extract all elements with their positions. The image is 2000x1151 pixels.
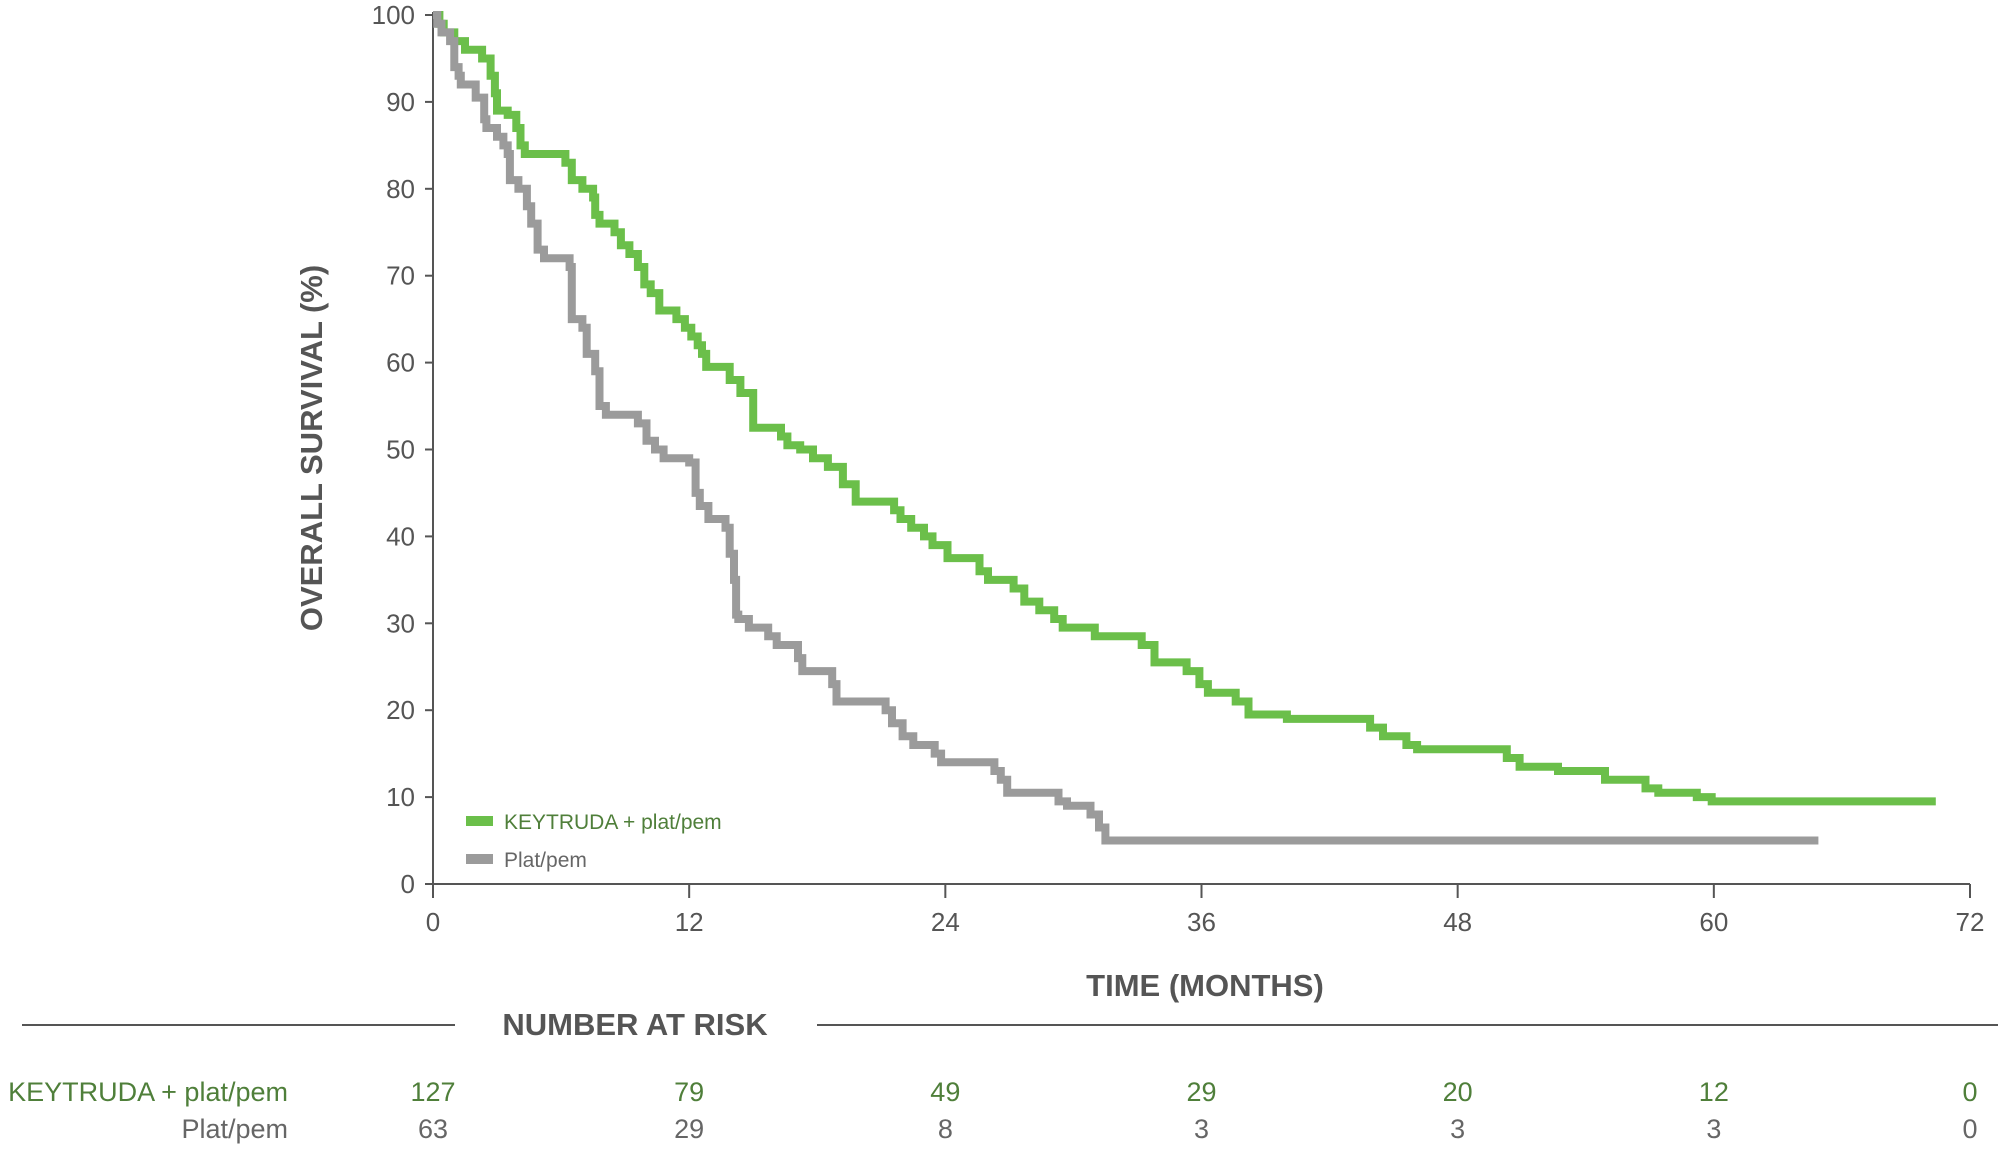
survival-curve-platpem <box>433 11 1819 845</box>
y-tick-label: 10 <box>386 782 415 812</box>
y-axis-title: OVERALL SURVIVAL (%) <box>294 265 329 631</box>
x-tick-label: 36 <box>1187 907 1216 937</box>
risk-value: 0 <box>1962 1114 1977 1144</box>
number-at-risk-section: NUMBER AT RISK KEYTRUDA + plat/pem 127 79 4… <box>8 1007 1998 1144</box>
x-tick-label: 60 <box>1699 907 1728 937</box>
risk-row-label: KEYTRUDA + plat/pem <box>8 1077 288 1107</box>
x-tick-label: 48 <box>1443 907 1472 937</box>
y-tick-label: 60 <box>386 348 415 378</box>
risk-row-label: Plat/pem <box>181 1114 288 1144</box>
legend-swatch <box>466 816 493 826</box>
legend-label: Plat/pem <box>504 849 587 872</box>
y-tick-label: 30 <box>386 608 415 638</box>
legend-swatch <box>466 854 493 864</box>
x-tick-label: 24 <box>931 907 960 937</box>
risk-value: 29 <box>674 1114 704 1144</box>
x-axis-title: TIME (MONTHS) <box>1086 968 1324 1003</box>
risk-value: 3 <box>1706 1114 1721 1144</box>
y-tick-label: 50 <box>386 435 415 465</box>
x-tick-label: 12 <box>675 907 704 937</box>
risk-value: 79 <box>674 1077 704 1107</box>
y-tick-label: 70 <box>386 261 415 291</box>
axes: 0 10 20 30 40 50 60 70 80 90 100 0 12 24 36 48 60 72 <box>372 0 1985 937</box>
risk-table: KEYTRUDA + plat/pem 127 79 49 29 20 12 0 Plat/pe… <box>8 1077 1977 1144</box>
risk-value: 49 <box>930 1077 960 1107</box>
risk-value: 3 <box>1194 1114 1209 1144</box>
risk-value: 3 <box>1450 1114 1465 1144</box>
y-tick-label: 100 <box>372 0 415 30</box>
survival-curve-keytruda <box>433 11 1936 806</box>
y-tick-label: 90 <box>386 87 415 117</box>
y-tick-label: 0 <box>401 869 415 899</box>
series-layer <box>433 11 1936 845</box>
y-tick-label: 80 <box>386 174 415 204</box>
y-tick-label: 40 <box>386 521 415 551</box>
risk-value: 29 <box>1186 1077 1216 1107</box>
risk-value: 12 <box>1699 1077 1729 1107</box>
risk-value: 20 <box>1443 1077 1473 1107</box>
risk-table-title: NUMBER AT RISK <box>502 1007 768 1042</box>
x-tick-label: 72 <box>1956 907 1985 937</box>
legend: KEYTRUDA + plat/pem Plat/pem <box>466 811 722 872</box>
risk-value: 8 <box>938 1114 953 1144</box>
x-tick-label: 0 <box>426 907 440 937</box>
risk-value: 63 <box>418 1114 448 1144</box>
risk-value: 0 <box>1962 1077 1977 1107</box>
y-tick-label: 20 <box>386 695 415 725</box>
risk-value: 127 <box>410 1077 455 1107</box>
legend-label: KEYTRUDA + plat/pem <box>504 811 722 834</box>
